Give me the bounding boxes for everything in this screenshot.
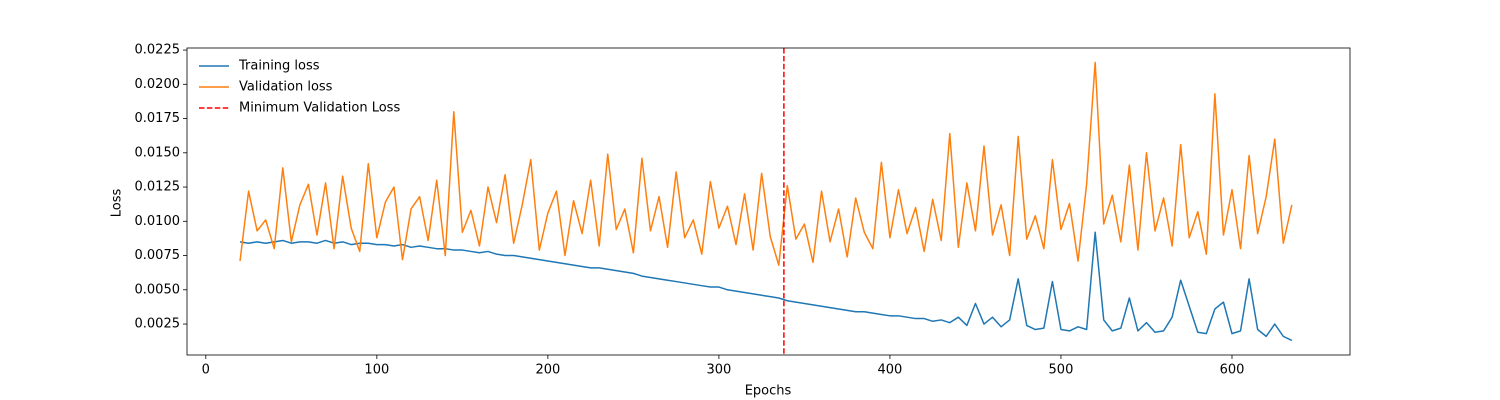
y-tick-label: 0.0125 (135, 180, 181, 195)
y-tick-label: 0.0150 (135, 145, 181, 160)
x-axis-label: Epochs (745, 384, 792, 399)
y-tick-label: 0.0050 (135, 282, 181, 297)
line-series (239, 61, 1293, 266)
legend-label: Training loss (238, 59, 320, 74)
y-tick-label: 0.0225 (135, 43, 181, 58)
x-tick-label: 500 (1049, 363, 1074, 378)
x-tick-label: 100 (364, 363, 389, 378)
x-tick-label: 600 (1220, 363, 1245, 378)
legend-label: Validation loss (239, 80, 333, 95)
y-tick-label: 0.0200 (135, 77, 181, 92)
legend-label: Minimum Validation Loss (239, 101, 400, 116)
y-axis-label: Loss (110, 189, 125, 218)
x-tick-label: 300 (706, 363, 731, 378)
y-tick-label: 0.0025 (135, 317, 181, 332)
y-tick-label: 0.0100 (135, 214, 181, 229)
y-tick-label: 0.0175 (135, 111, 181, 126)
y-tick-label: 0.0075 (135, 248, 181, 263)
x-tick-label: 0 (202, 363, 210, 378)
line-series (239, 231, 1293, 342)
plot-frame (186, 47, 1351, 356)
x-tick-label: 200 (535, 363, 560, 378)
x-tick-label: 400 (878, 363, 903, 378)
